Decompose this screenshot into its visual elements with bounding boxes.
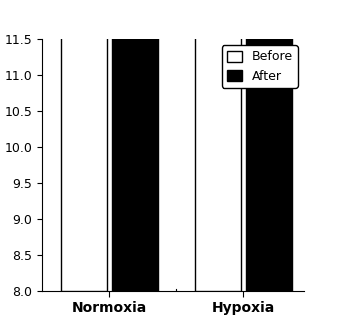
Legend: Before, After: Before, After	[222, 45, 298, 88]
Bar	[112, 0, 158, 291]
Bar	[195, 0, 241, 291]
Bar	[61, 0, 107, 291]
Bar	[246, 0, 292, 291]
